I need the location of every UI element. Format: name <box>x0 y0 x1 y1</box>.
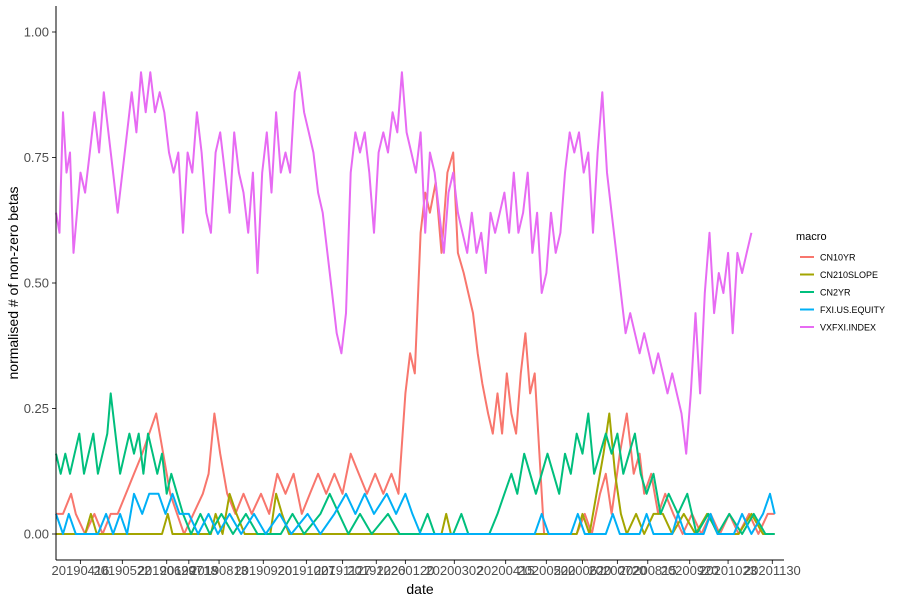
x-tick-label: 20190920 <box>234 563 292 578</box>
x-tick-label: 20200520 <box>517 563 575 578</box>
x-tick-label: 20200415 <box>477 563 535 578</box>
x-axis-title: date <box>406 581 433 597</box>
x-tick-label: 20200620 <box>554 563 612 578</box>
x-tick-label: 20200302 <box>425 563 483 578</box>
x-tick-label: 20201023 <box>699 563 757 578</box>
y-axis-ticks: 0.00 0.25 0.50 0.75 1.00 <box>24 25 56 542</box>
x-tick-label: 20200720 <box>589 563 647 578</box>
series-line-vxfxi-index <box>55 71 753 455</box>
legend-label: CN10YR <box>820 253 856 263</box>
y-tick-label: 1.00 <box>24 25 49 40</box>
series-line-cn10yr <box>56 151 775 535</box>
legend-label: CN210SLOPE <box>820 270 878 280</box>
series-lines <box>55 71 776 535</box>
x-tick-label: 20201130 <box>744 563 801 578</box>
x-axis-ticks: 2019041620190522201906292019071820190813… <box>52 560 801 578</box>
x-tick-label: 20200120 <box>377 563 435 578</box>
legend-title: macro <box>796 231 827 243</box>
x-tick-label: 20190416 <box>52 563 110 578</box>
x-tick-label: 20190629 <box>138 563 196 578</box>
series-line-fxi-us-equity <box>55 492 776 535</box>
y-tick-label: 0.00 <box>24 527 49 542</box>
y-axis-title: normalised # of non-zero betas <box>5 187 21 380</box>
x-tick-label: 20190718 <box>160 563 218 578</box>
y-tick-label: 0.25 <box>24 401 49 416</box>
x-tick-label: 20191027 <box>278 563 336 578</box>
x-tick-label: 20191226 <box>347 563 405 578</box>
legend-label: FXI.US.EQUITY <box>820 305 885 315</box>
legend: macro CN10YR CN210SLOPE CN2YR FXI.US.EQUITY… <box>796 231 885 333</box>
y-tick-label: 0.75 <box>24 150 49 165</box>
x-tick-label: 20200920 <box>661 563 719 578</box>
x-tick-label: 20190522 <box>93 563 151 578</box>
legend-label: CN2YR <box>820 288 851 298</box>
y-tick-label: 0.50 <box>24 276 49 291</box>
series-line-cn210slope <box>56 412 775 535</box>
x-tick-label: 20200815 <box>619 563 677 578</box>
series-line-cn2yr <box>55 392 775 535</box>
x-tick-label: 20190813 <box>190 563 248 578</box>
x-tick-label: 20191127 <box>314 563 371 578</box>
legend-label: VXFXI.INDEX <box>820 323 876 333</box>
